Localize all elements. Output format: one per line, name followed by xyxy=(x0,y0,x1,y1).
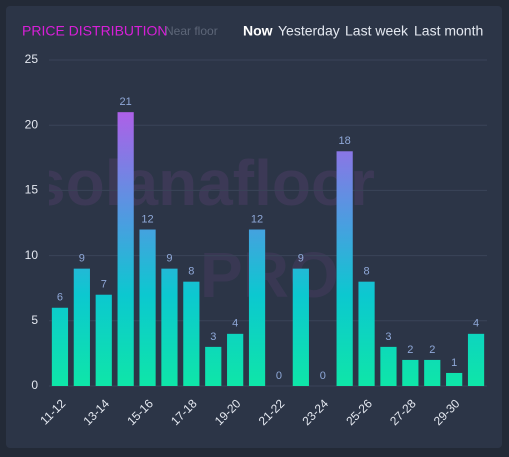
value-label: 2 xyxy=(429,344,435,356)
bar xyxy=(402,359,419,386)
bar xyxy=(248,229,266,386)
value-label: 21 xyxy=(120,96,132,108)
value-label: 8 xyxy=(363,266,369,278)
bar xyxy=(336,151,353,386)
chart-title: PRICE DISTRIBUTION xyxy=(22,23,167,39)
value-label: 0 xyxy=(320,370,326,382)
bar xyxy=(205,346,222,386)
value-label: 3 xyxy=(385,331,391,343)
value-label: 8 xyxy=(188,266,194,278)
bar xyxy=(183,281,200,386)
tab[interactable]: Last week xyxy=(345,23,409,39)
bar xyxy=(161,268,178,386)
value-label: 0 xyxy=(276,370,282,382)
bar xyxy=(117,112,134,386)
bar xyxy=(467,333,485,386)
y-tick-label: 10 xyxy=(25,248,39,262)
value-label: 1 xyxy=(451,357,457,369)
bar xyxy=(424,359,441,386)
watermark: PRO xyxy=(200,239,339,311)
bar xyxy=(139,229,156,386)
value-label: 3 xyxy=(210,331,216,343)
y-tick-label: 0 xyxy=(31,378,38,392)
y-tick-label: 20 xyxy=(25,117,39,131)
watermark: solanafloor xyxy=(30,147,375,219)
value-label: 4 xyxy=(232,318,238,330)
bar xyxy=(446,372,463,386)
bar xyxy=(73,268,90,386)
value-label: 12 xyxy=(141,213,153,225)
value-label: 9 xyxy=(166,253,172,265)
value-label: 2 xyxy=(407,344,413,356)
tab[interactable]: Yesterday xyxy=(278,23,340,39)
value-label: 9 xyxy=(79,253,85,265)
y-tick-label: 5 xyxy=(31,313,38,327)
bar xyxy=(95,294,112,386)
bar xyxy=(380,346,397,386)
y-tick-label: 15 xyxy=(25,183,39,197)
y-tick-label: 25 xyxy=(25,52,39,66)
value-label: 9 xyxy=(298,253,304,265)
bar xyxy=(227,333,244,386)
value-label: 12 xyxy=(251,213,263,225)
value-label: 6 xyxy=(57,292,63,304)
tab[interactable]: Now xyxy=(243,23,273,39)
subtitle: Near floor xyxy=(165,24,218,38)
value-label: 7 xyxy=(101,279,107,291)
tab[interactable]: Last month xyxy=(414,23,483,39)
value-label: 18 xyxy=(339,135,351,147)
bar xyxy=(358,281,375,386)
bar xyxy=(292,268,309,386)
bar xyxy=(51,307,69,386)
value-label: 4 xyxy=(473,318,479,330)
